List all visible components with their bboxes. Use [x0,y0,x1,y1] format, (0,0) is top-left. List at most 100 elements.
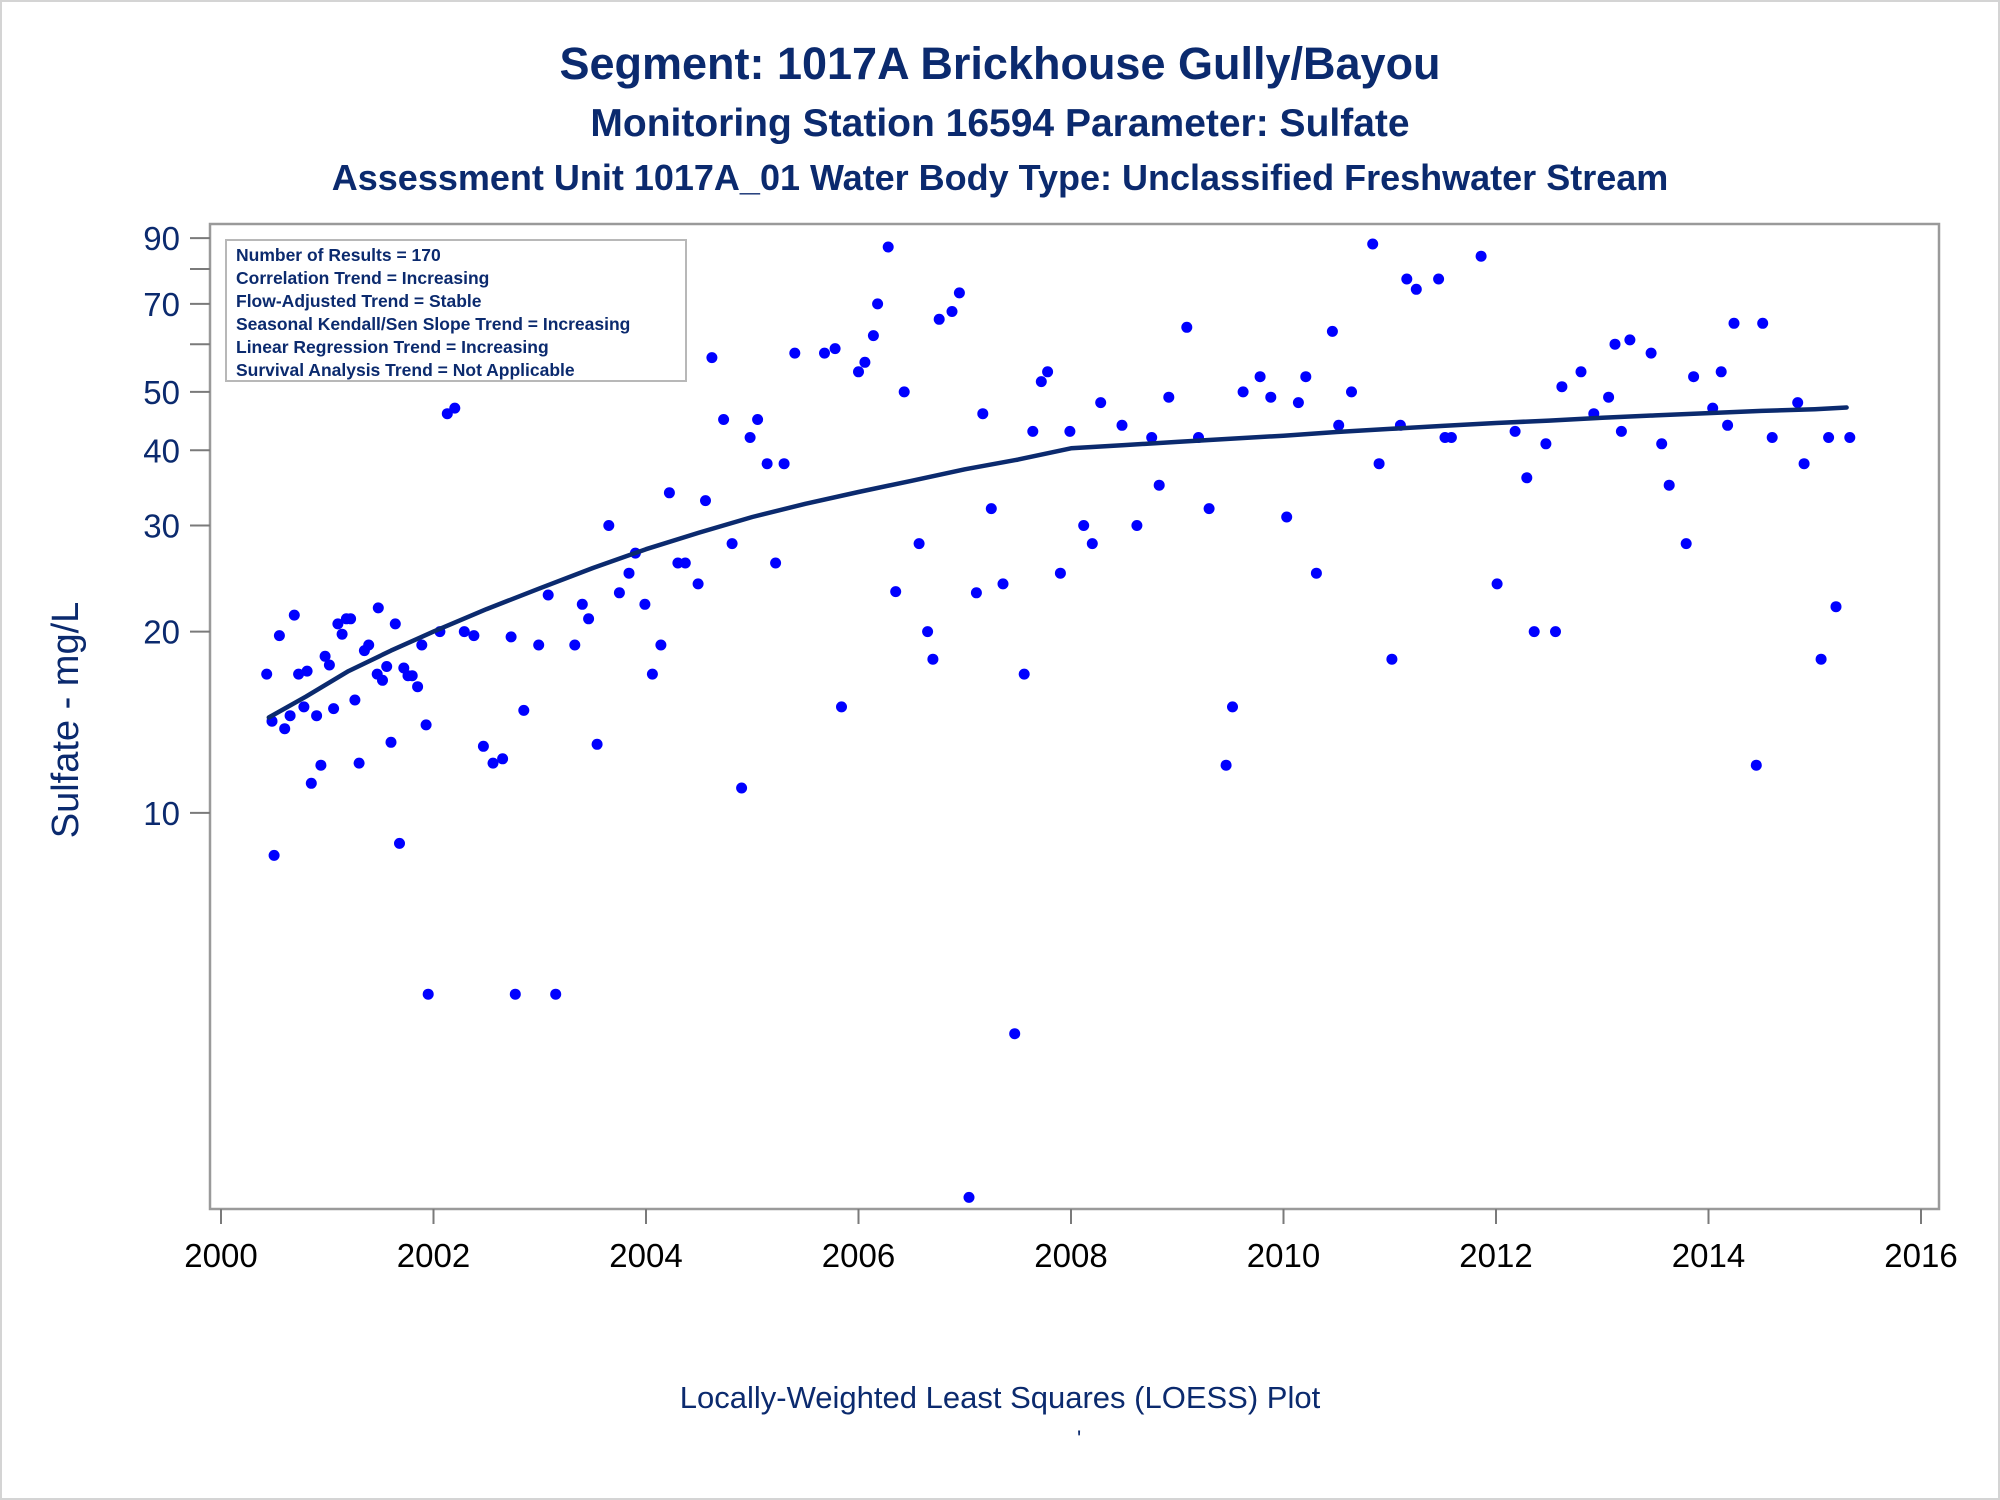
data-point [1680,538,1692,550]
stats-line: Survival Analysis Trend = Not Applicable [236,360,575,380]
data-point [872,298,884,310]
stats-line: Flow-Adjusted Trend = Stable [236,291,482,311]
x-tick-label: 2010 [1247,1237,1320,1274]
data-points [261,238,1856,1203]
data-point [761,458,773,470]
data-point [576,598,588,610]
footnote: Locally-Weighted Least Squares (LOESS) P… [679,1380,1321,1415]
y-axis: 10 20 30 40 50 70 90 [143,220,210,832]
data-point [1292,397,1304,409]
data-point [963,1191,975,1203]
data-point [985,503,997,515]
data-point [1333,419,1345,431]
data-point [1401,273,1413,285]
y-tick-label: 40 [143,432,180,469]
data-point [829,343,841,355]
y-tick-label: 90 [143,220,180,257]
data-point [385,736,397,748]
data-point [913,538,925,550]
data-point [533,639,545,651]
data-point [1528,626,1540,638]
data-point [550,988,562,1000]
data-point [836,701,847,713]
data-point [1792,397,1804,409]
data-point [744,432,756,443]
data-point [706,352,718,364]
data-point [1433,273,1445,285]
x-tick-label: 2012 [1459,1237,1532,1274]
data-point [1373,458,1385,470]
data-point [1815,653,1827,665]
data-point [789,347,801,359]
data-point [389,618,401,630]
data-point [1054,567,1066,579]
data-point [1410,283,1422,295]
data-point [372,602,384,614]
data-point [1131,520,1143,531]
data-point [377,674,388,686]
y-tick-label: 70 [143,286,180,323]
data-point [293,668,305,680]
data-point [1445,432,1457,443]
data-point [1265,391,1277,403]
data-point [946,306,958,317]
data-point [1823,432,1835,443]
data-point [1603,391,1615,403]
data-point [1181,321,1193,333]
data-point [819,347,830,359]
data-point [655,639,667,651]
data-point [623,567,635,579]
data-point [1078,520,1090,531]
data-point [1203,503,1215,515]
x-tick-label: 2002 [397,1237,470,1274]
data-point [569,639,581,651]
data-point [1656,438,1668,450]
data-point [509,988,521,1000]
data-point [970,587,982,599]
data-point [261,668,273,680]
data-point [323,659,335,671]
data-point [1475,250,1487,262]
data-point [1027,425,1039,437]
data-point [1116,419,1128,431]
data-point [882,241,894,253]
data-point [1609,338,1621,350]
data-point [1300,371,1312,383]
data-point [1575,366,1587,378]
data-point [692,578,704,590]
data-point [859,356,871,368]
data-point [1663,479,1675,491]
stats-box-border [225,239,687,382]
chart-subtitle-2: Assessment Unit 1017A_01 Water Body Type… [331,157,1669,198]
data-point [591,738,603,750]
data-point [1509,425,1521,437]
data-point [458,626,470,638]
data-point [927,653,939,665]
stats-box: Number of Results = 170 Correlation Trend… [225,239,687,382]
footnote-mark: ' [1077,1426,1082,1451]
data-point [933,313,945,325]
y-axis-title: Sulfate - mg/L [45,602,87,839]
x-tick-label: 2014 [1672,1237,1745,1274]
data-point [301,665,313,677]
data-point [268,849,280,861]
data-point [752,414,764,425]
data-point [1550,626,1561,638]
data-point [613,587,625,599]
data-point [363,639,375,651]
data-point [273,630,285,642]
data-point [1281,511,1293,523]
data-point [1153,479,1165,491]
data-point [381,661,393,672]
data-point [953,287,965,299]
data-point [406,670,418,682]
data-point [477,740,489,752]
data-point [332,618,344,630]
data-point [518,704,530,716]
chart-subtitle: Monitoring Station 16594 Parameter: Sulf… [590,102,1410,145]
x-tick-label: 2004 [609,1237,682,1274]
data-point [583,613,595,625]
x-axis: 2000 2002 2004 2006 2008 2010 2012 2014 2016 [184,1209,1958,1274]
data-point [770,557,782,569]
data-point [1310,567,1322,579]
